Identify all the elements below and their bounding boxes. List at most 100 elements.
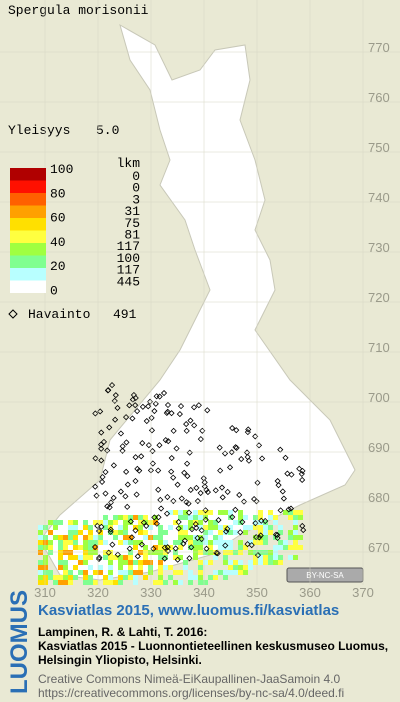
grid-cell	[138, 540, 143, 545]
grid-cell	[103, 550, 108, 555]
dot	[190, 404, 198, 411]
grid-cell	[248, 560, 253, 565]
dot	[92, 410, 99, 417]
observation-label: Havainto	[28, 307, 90, 322]
legend-count: 117	[117, 263, 140, 278]
grid-cell	[103, 515, 108, 520]
grid-cell	[278, 545, 283, 550]
dot	[191, 422, 198, 429]
grid-cell	[203, 525, 208, 530]
dot	[187, 486, 194, 494]
y-axis-label: 720	[368, 290, 390, 305]
dot	[195, 402, 202, 409]
grid-cell	[38, 525, 43, 530]
dot	[161, 555, 168, 562]
dot	[184, 473, 191, 480]
grid-cell	[63, 575, 68, 580]
grid-cell	[258, 540, 263, 545]
grid-cell	[178, 535, 183, 540]
dot	[114, 404, 121, 412]
grid-cell	[108, 580, 113, 585]
grid-cell	[238, 515, 243, 520]
grid-cell	[218, 535, 223, 540]
grid-cell	[103, 555, 108, 560]
grid-cell	[133, 545, 138, 550]
grid-cell	[63, 540, 68, 545]
grid-cell	[268, 525, 273, 530]
grid-cell	[208, 520, 213, 525]
grid-cell	[298, 545, 303, 550]
grid-cell	[138, 550, 143, 555]
dot	[178, 495, 185, 502]
grid-cell	[103, 580, 108, 585]
grid-cell	[198, 565, 203, 570]
observation-count: 491	[113, 307, 137, 322]
dot	[214, 550, 221, 557]
grid-cell	[278, 530, 283, 535]
grid-cell	[123, 570, 128, 575]
grid-cell	[198, 575, 203, 580]
grid-cell	[128, 575, 133, 580]
grid-cell	[263, 520, 268, 525]
dot	[279, 488, 286, 495]
grid-cell	[123, 540, 128, 545]
grid-cell	[288, 530, 293, 535]
legend-count: 100	[117, 251, 140, 266]
dot	[155, 486, 162, 493]
citation-line: Lampinen, R. & Lahti, T. 2016:	[38, 625, 207, 639]
observation-dots	[91, 382, 307, 563]
grid-cell	[123, 575, 128, 580]
grid-cell	[83, 540, 88, 545]
headline: Kasviatlas 2015, www.luomus.fi/kasviatla…	[38, 602, 339, 619]
citation-line: Helsingin Yliopisto, Helsinki.	[38, 653, 202, 667]
y-axis-label: 700	[368, 390, 390, 405]
grid-cell	[148, 525, 153, 530]
grid-cell	[63, 570, 68, 575]
grid-cell	[58, 555, 63, 560]
dot	[219, 494, 226, 501]
legend-count: 31	[124, 204, 140, 219]
grid-cell	[193, 555, 198, 560]
grid-cell	[68, 530, 73, 535]
dot	[255, 442, 263, 449]
dot	[222, 542, 229, 549]
dot	[254, 479, 261, 486]
dot	[298, 470, 305, 477]
grid-cell	[48, 575, 53, 580]
grid-cell	[38, 575, 43, 580]
dot	[239, 518, 246, 526]
legend-count: 445	[117, 274, 140, 289]
grid-cell	[228, 570, 233, 575]
grid-cell	[213, 535, 218, 540]
dot	[224, 488, 231, 495]
y-axis-label: 680	[368, 490, 390, 505]
grid-cell	[43, 565, 48, 570]
grid-cell	[298, 535, 303, 540]
dot	[197, 436, 204, 443]
grid-cell	[153, 550, 158, 555]
grid-cell	[213, 520, 218, 525]
dot	[174, 556, 181, 563]
dot	[296, 465, 303, 472]
dot	[106, 424, 113, 431]
grid-cell	[68, 580, 73, 585]
dot	[92, 483, 99, 490]
grid-cell	[93, 540, 98, 545]
dot	[122, 493, 129, 500]
grid-cell	[143, 575, 148, 580]
dot	[123, 414, 130, 421]
grid-cell	[178, 515, 183, 520]
dot	[217, 467, 224, 474]
grid-cell	[238, 545, 243, 550]
grid-cell	[253, 550, 258, 555]
legend-swatch	[10, 255, 46, 268]
grid-cell	[188, 545, 193, 550]
grid-cell	[213, 525, 218, 530]
grid-cell	[223, 560, 228, 565]
grid-cell	[183, 560, 188, 565]
grid-cell	[223, 550, 228, 555]
dot	[123, 439, 130, 446]
grid-cell	[118, 560, 123, 565]
grid-cell	[278, 555, 283, 560]
grid-cell	[198, 525, 203, 530]
